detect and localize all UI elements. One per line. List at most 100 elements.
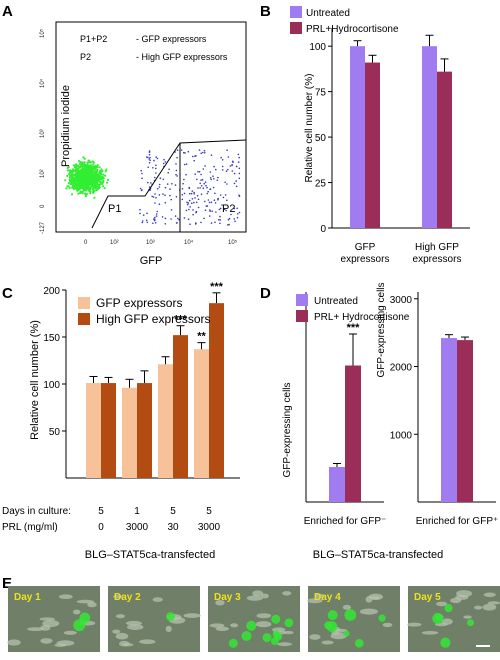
gfp-positive-dot (188, 199, 191, 202)
gfp-positive-dot (154, 193, 156, 195)
gfp-positive-dot (146, 212, 148, 215)
gfp-negative-dot (81, 168, 84, 171)
cell (230, 623, 239, 628)
left-category-label: Enriched for GFP⁻ (304, 516, 387, 527)
gfp-positive-dot (164, 186, 167, 189)
gfp-positive-dot (177, 217, 179, 220)
gfp-cell (444, 604, 453, 613)
gfp-negative-dot (81, 177, 84, 180)
gfp-positive-dot (195, 222, 197, 224)
gfp-negative-dot (76, 188, 79, 191)
gfp-negative-dot (82, 164, 85, 167)
legend-swatch (290, 22, 302, 34)
gfp-positive-dot (164, 194, 166, 197)
gfp-negative-dot (92, 166, 95, 169)
cell (183, 613, 201, 618)
gfp-positive-dot (176, 156, 178, 159)
gfp-negative-dot (94, 174, 98, 177)
cell (54, 643, 67, 647)
gfp-positive-dot (203, 150, 206, 152)
gfp-positive-dot (208, 201, 211, 204)
gfp-negative-dot (67, 185, 70, 188)
gfp-positive-dot (238, 177, 241, 180)
right-category-label: Enriched for GFP⁺ (416, 516, 499, 527)
gfp-negative-dot (71, 179, 74, 182)
y-tick-label: 25 (315, 179, 327, 190)
gfp-positive-dot (229, 165, 232, 167)
gfp-positive-dot (209, 177, 212, 179)
gfp-positive-dot (238, 172, 241, 175)
gfp-positive-dot (153, 218, 156, 221)
y-axis-label: Propidium iodide (60, 85, 72, 167)
gfp-positive-dot (220, 156, 222, 159)
gfp-negative-dot (91, 160, 94, 163)
gfp-negative-dot (70, 193, 74, 196)
gfp-negative-dot (85, 181, 88, 184)
legend-swatch (78, 313, 90, 325)
gfp-positive-dot (170, 198, 172, 201)
significance-marker: *** (210, 281, 224, 293)
gfp-positive-dot (219, 207, 222, 210)
gfp-negative-dot (102, 185, 105, 188)
gfp-positive-dot (236, 207, 238, 210)
cell (215, 600, 225, 606)
gfp-positive-dot (214, 192, 216, 195)
gfp-positive-dot (211, 210, 213, 212)
gfp-negative-dot (66, 169, 70, 172)
microscopy-strip: Day 1 Day 2 Day 3 Day 4 Day 5 (7, 586, 500, 652)
gfp-positive-dot (146, 221, 149, 224)
y-tick-label: 75 (315, 88, 327, 99)
gfp-positive-dot (168, 168, 170, 171)
gfp-cell (467, 619, 474, 627)
gfp-negative-dot (100, 168, 103, 171)
gfp-positive-dot (218, 208, 221, 211)
gfp-positive-dot (155, 156, 157, 158)
gfp-negative-dot (77, 174, 80, 177)
cell (112, 629, 121, 634)
gfp-positive-dot (204, 209, 207, 211)
gfp-positive-dot (238, 156, 240, 159)
gfp-positive-dot (210, 154, 213, 156)
legend-swatch (78, 297, 90, 309)
gfp-negative-dot (81, 173, 84, 176)
gfp-cell (284, 618, 294, 628)
gfp-positive-dot (150, 182, 152, 184)
gfp-cell (271, 614, 281, 624)
gfp-positive-dot (192, 155, 194, 158)
gfp-positive-dot (235, 185, 238, 188)
gfp-cell (79, 612, 91, 624)
y-tick-1e2: 10² (40, 169, 46, 178)
cell (359, 608, 378, 615)
gfp-positive-dot (226, 199, 228, 202)
gfp-positive-dot (221, 159, 224, 161)
cell (119, 640, 130, 647)
gfp-negative-dot (95, 181, 98, 185)
cell (342, 604, 351, 610)
gfp-negative-dot (92, 173, 95, 176)
gfp-negative-dot (72, 181, 75, 184)
gfp-positive-dot (219, 219, 222, 221)
y-tick-label: 150 (43, 333, 60, 344)
gfp-positive-dot (176, 175, 178, 177)
bar (173, 335, 188, 478)
bar (86, 383, 101, 478)
significance-marker: *** (347, 322, 361, 334)
gfp-positive-dot (197, 198, 200, 201)
gfp-positive-dot (155, 197, 157, 199)
gate-p1p2-boundary (91, 139, 247, 229)
gfp-negative-dot (106, 181, 109, 184)
x-tick-0: 0 (84, 240, 88, 246)
gfp-positive-dot (171, 183, 173, 185)
gfp-positive-dot (147, 166, 149, 169)
gfp-positive-dot (158, 183, 161, 186)
plot-frame (55, 21, 247, 233)
cell (40, 638, 53, 644)
gfp-positive-dot (199, 187, 201, 189)
gfp-positive-dot (156, 187, 159, 190)
gfp-positive-dot (230, 213, 232, 216)
gfp-negative-dot (89, 185, 92, 188)
x-tick-1e2: 10² (110, 240, 119, 246)
gfp-positive-dot (231, 164, 233, 166)
gfp-positive-dot (221, 204, 223, 206)
